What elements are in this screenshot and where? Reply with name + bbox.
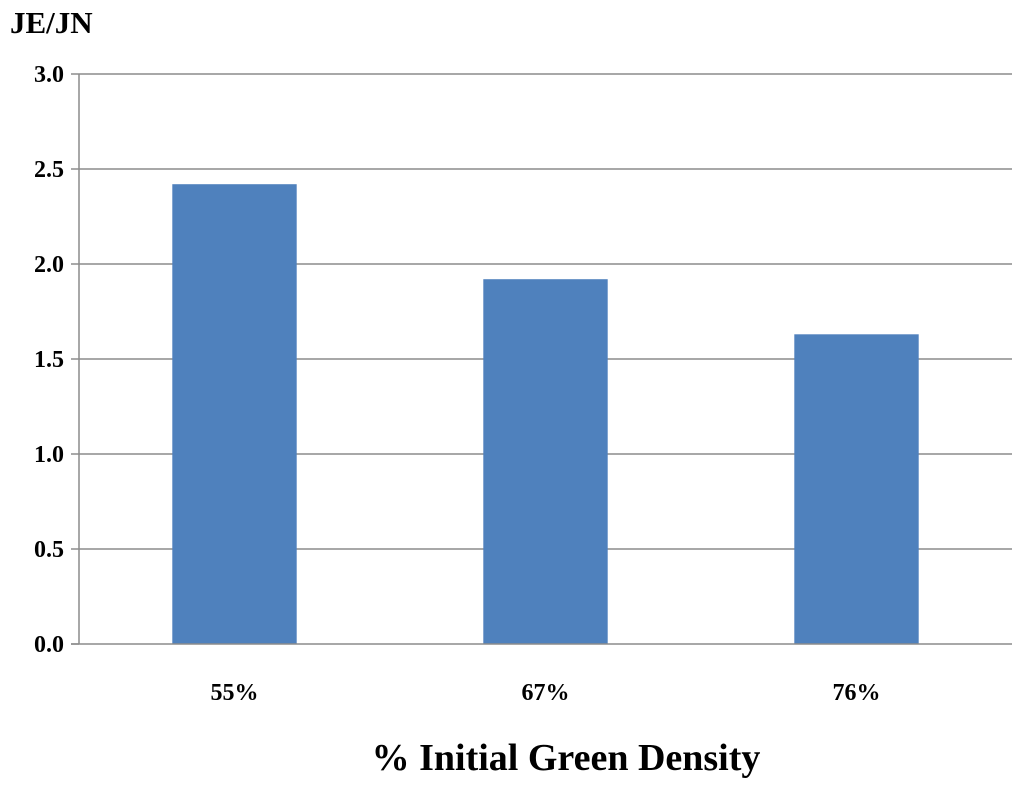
x-tick-label: 55%	[211, 680, 259, 706]
y-tick-label: 3.0	[34, 62, 64, 88]
x-axis-title: % Initial Green Density	[372, 737, 761, 779]
bar	[794, 334, 919, 644]
x-tick-label: 76%	[833, 680, 881, 706]
bars	[172, 184, 919, 644]
y-tick-label: 1.0	[34, 442, 64, 468]
x-tick-label: 67%	[522, 680, 570, 706]
bar	[172, 184, 297, 644]
y-tick-labels: 0.0 0.5 1.0 1.5 2.0 2.5 3.0	[34, 62, 64, 658]
y-tick-label: 0.0	[34, 632, 64, 658]
y-tick-label: 2.5	[34, 157, 64, 183]
axes	[71, 74, 1012, 645]
x-tick-labels: 55% 67% 76%	[211, 680, 881, 706]
bar	[483, 279, 608, 644]
y-axis-title: JE/JN	[10, 5, 93, 40]
y-tick-label: 2.0	[34, 252, 64, 278]
y-tick-label: 1.5	[34, 347, 64, 373]
y-tick-label: 0.5	[34, 537, 64, 563]
